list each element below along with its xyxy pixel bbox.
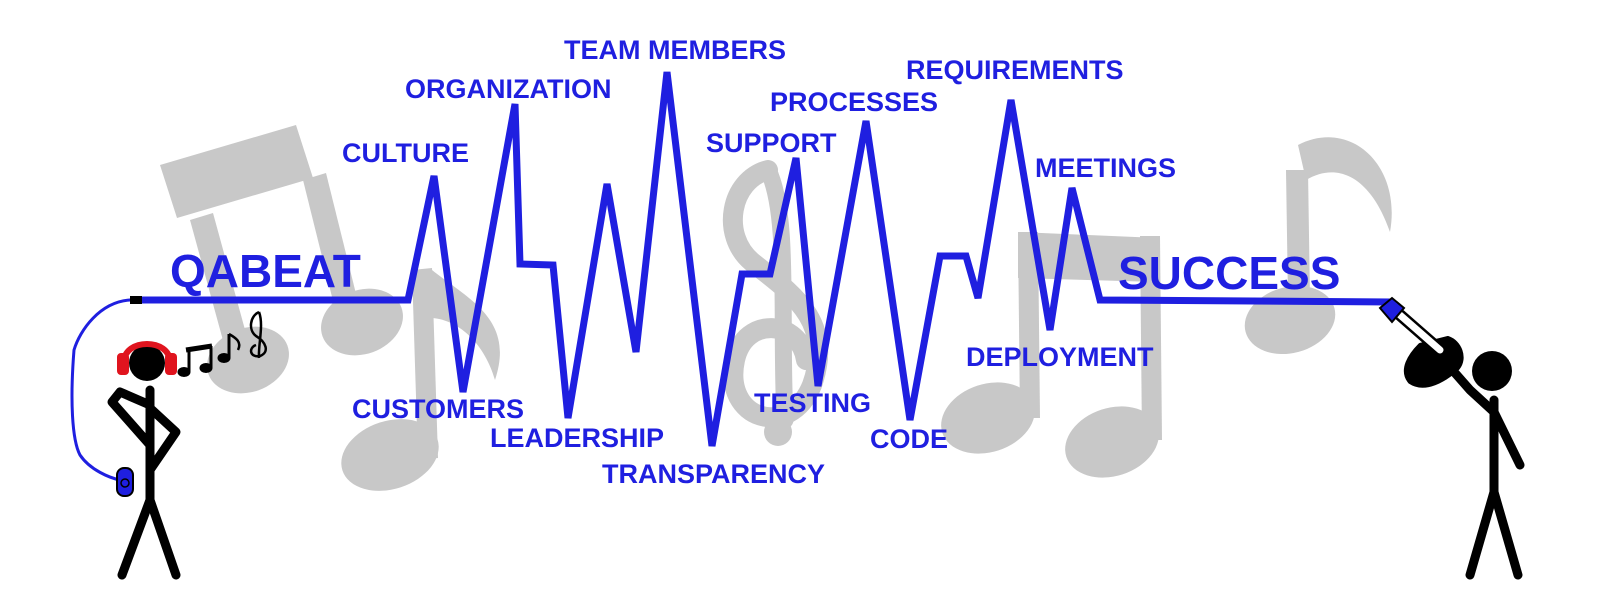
microphone-icon (1378, 296, 1446, 356)
heartbeat-line (142, 71, 1393, 447)
label-culture: CULTURE (342, 138, 469, 168)
beamed-notes-icon (177, 343, 213, 377)
beamed-note-left-icon (160, 125, 403, 394)
label-organization: ORGANIZATION (405, 74, 611, 104)
background-notes (160, 125, 1392, 491)
label-customers: CUSTOMERS (352, 394, 524, 424)
stick-figure-listener (107, 345, 181, 580)
label-meetings: MEETINGS (1035, 153, 1176, 183)
label-requirements: REQUIREMENTS (906, 55, 1124, 85)
label-leadership: LEADERSHIP (490, 423, 664, 453)
small-notes (177, 310, 268, 377)
treble-clef-bg-icon (722, 160, 829, 446)
beamed-note-right-icon (941, 232, 1162, 478)
stick-figure-with-microphone (1403, 336, 1525, 580)
label-support: SUPPORT (706, 128, 837, 158)
label-deployment: DEPLOYMENT (966, 342, 1154, 372)
label-testing: TESTING (754, 388, 871, 418)
headphones-icon (117, 341, 177, 375)
treble-clef-icon (249, 310, 268, 359)
headphone-cable (70, 298, 142, 482)
label-transparency: TRANSPARENCY (602, 459, 825, 489)
start-label: QABEAT (170, 245, 361, 297)
music-player-icon (116, 467, 134, 497)
end-label: SUCCESS (1118, 247, 1340, 299)
music-note-icon (217, 332, 241, 363)
label-processes: PROCESSES (770, 87, 938, 117)
cable-plug (130, 296, 142, 304)
label-team-members: TEAM MEMBERS (564, 35, 786, 65)
label-code: CODE (870, 424, 948, 454)
